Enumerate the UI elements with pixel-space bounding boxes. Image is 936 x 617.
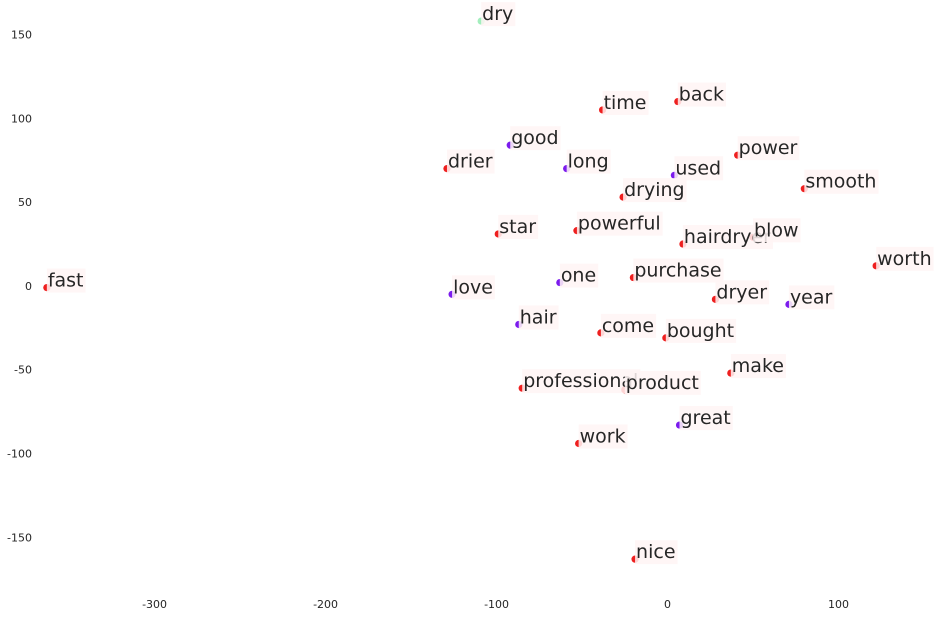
- point-label-power: power: [739, 137, 798, 159]
- point-label-dryer: dryer: [716, 281, 767, 303]
- point-label-work: work: [580, 425, 626, 447]
- point-label-background: [788, 285, 835, 310]
- y-tick-label: -150: [7, 531, 32, 544]
- x-axis-ticks: -300 -200 -100 0 100: [142, 598, 849, 611]
- point-label-long: long: [568, 151, 609, 173]
- point-label-background: [679, 406, 733, 431]
- point-label-fast: fast: [48, 270, 84, 292]
- x-tick-label: -300: [142, 598, 167, 611]
- y-tick-label: -50: [14, 364, 32, 377]
- point-label-background: [876, 246, 934, 271]
- point-label-product: product: [626, 372, 699, 394]
- point-label-background: [518, 305, 559, 330]
- point-label-good: good: [511, 127, 558, 149]
- point-label-hair: hair: [520, 306, 557, 328]
- point-label-professional: professional: [523, 370, 638, 392]
- point-label-time: time: [604, 92, 647, 114]
- point-label-background: [498, 214, 539, 239]
- point-label-great: great: [681, 407, 731, 429]
- point-label-worth: worth: [877, 248, 931, 270]
- point-label-powerful: powerful: [578, 213, 661, 235]
- point-label-background: [481, 2, 516, 27]
- point-label-come: come: [602, 315, 654, 337]
- point-label-background: [576, 211, 663, 236]
- point-label-background: [46, 268, 86, 293]
- point-label-background: [737, 136, 800, 161]
- point-label-drying: drying: [624, 179, 685, 201]
- point-label-background: [452, 275, 495, 300]
- point-label-background: [559, 263, 599, 288]
- point-labels: dry time back good power drier long used smooth d…: [46, 2, 934, 565]
- point-label-year: year: [790, 286, 833, 308]
- point-label-drier: drier: [448, 151, 493, 173]
- x-tick-label: -100: [484, 598, 509, 611]
- point-label-background: [623, 178, 687, 203]
- y-tick-label: 50: [18, 196, 32, 209]
- point-label-dry: dry: [482, 3, 513, 25]
- y-axis-ticks: 150 100 50 0 -50 -100 -150: [7, 28, 32, 544]
- point-label-background: [715, 280, 770, 305]
- point-label-background: [753, 218, 801, 243]
- point-label-background: [578, 424, 628, 449]
- point-label-background: [635, 540, 678, 565]
- point-label-background: [665, 318, 737, 343]
- y-tick-label: -100: [7, 448, 32, 461]
- point-label-make: make: [732, 355, 784, 377]
- x-tick-label: -200: [313, 598, 338, 611]
- point-label-smooth: smooth: [805, 171, 876, 193]
- y-tick-label: 0: [25, 280, 32, 293]
- point-label-background: [677, 82, 726, 107]
- point-label-bought: bought: [667, 320, 734, 342]
- y-tick-label: 150: [11, 28, 32, 41]
- x-tick-label: 0: [664, 598, 671, 611]
- point-label-background: [804, 169, 879, 194]
- point-label-hairdryer: hairdryer: [684, 226, 771, 248]
- point-label-background: [510, 126, 561, 151]
- point-label-used: used: [675, 157, 721, 179]
- point-label-background: [730, 354, 786, 379]
- point-label-nice: nice: [636, 541, 675, 563]
- point-label-background: [600, 313, 657, 338]
- point-label-star: star: [499, 216, 536, 238]
- point-label-background: [674, 156, 724, 181]
- x-tick-label: 100: [828, 598, 849, 611]
- point-label-one: one: [561, 265, 596, 287]
- y-tick-label: 100: [11, 112, 32, 125]
- point-label-background: [633, 258, 724, 283]
- point-label-back: back: [679, 84, 724, 106]
- point-label-background: [446, 149, 495, 174]
- point-label-background: [602, 90, 649, 115]
- point-label-background: [522, 369, 641, 394]
- point-label-background: [566, 149, 611, 174]
- point-label-blow: blow: [754, 219, 799, 241]
- point-label-love: love: [453, 276, 493, 298]
- point-label-purchase: purchase: [634, 260, 721, 282]
- point-label-background: [624, 370, 701, 395]
